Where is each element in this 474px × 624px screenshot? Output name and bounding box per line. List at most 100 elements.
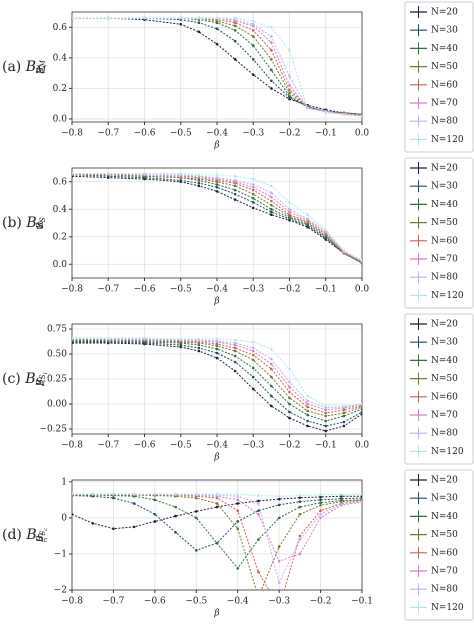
data-point (72, 492, 74, 496)
data-point (251, 22, 255, 26)
series-line (72, 341, 362, 427)
plot-frame (71, 11, 363, 123)
x-tick-label: −0.4 (227, 597, 249, 607)
data-point (215, 16, 219, 20)
subscript: S (39, 530, 47, 535)
data-point (360, 412, 362, 416)
legend-label: N=60 (431, 236, 458, 246)
data-point (215, 347, 219, 351)
x-tick-label: −0.2 (310, 597, 332, 607)
data-point (270, 394, 273, 398)
data-point (257, 570, 260, 574)
data-point (132, 525, 136, 529)
symbol: B (36, 222, 46, 230)
data-point (288, 410, 291, 414)
subsubscript: c (44, 536, 48, 544)
data-point (233, 39, 237, 43)
data-point (306, 405, 309, 409)
data-point (277, 503, 281, 507)
data-point (233, 338, 237, 342)
x-tick-label: −0.6 (144, 597, 166, 607)
data-point (251, 206, 255, 210)
subsubscript: I (41, 380, 45, 388)
data-point (270, 404, 273, 408)
data-point (251, 366, 255, 370)
series-line (72, 175, 362, 264)
data-point (270, 195, 273, 199)
data-point (197, 343, 201, 347)
data-point (306, 413, 309, 417)
data-point (112, 492, 115, 496)
data-point (233, 369, 237, 373)
data-point (233, 192, 237, 196)
data-point (236, 527, 240, 530)
data-point (179, 16, 183, 20)
legend-label: N=120 (431, 291, 464, 301)
legend-label: N=30 (431, 26, 458, 36)
data-point (324, 228, 328, 232)
data-point (277, 545, 281, 549)
data-point (236, 494, 240, 498)
data-point (197, 349, 201, 353)
subscript: S (37, 533, 44, 544)
series-line (72, 342, 362, 432)
series-line (72, 17, 362, 117)
legend-label: N=60 (431, 80, 458, 90)
data-point (194, 510, 198, 513)
data-point (215, 42, 219, 46)
x-tick-label: −0.5 (170, 441, 192, 451)
data-point (179, 22, 183, 26)
data-point (251, 35, 255, 38)
series-line (72, 494, 362, 590)
data-point (197, 16, 201, 20)
legend-label: N=70 (431, 567, 458, 577)
data-point (270, 367, 273, 371)
x-tick-label: −0.3 (268, 597, 290, 607)
data-point (306, 217, 309, 221)
x-tick-label: −0.7 (102, 597, 124, 607)
data-point (339, 500, 343, 503)
x-tick-label: −0.1 (351, 597, 373, 607)
panel-letter: (b) (2, 215, 22, 231)
data-point (288, 385, 291, 389)
series-line (72, 340, 362, 422)
legend-label: N=120 (431, 135, 464, 145)
series-line (72, 493, 362, 590)
subscript: S (39, 374, 47, 379)
data-point (215, 173, 219, 177)
data-point (233, 346, 237, 350)
legend-box (404, 469, 474, 621)
data-point (153, 520, 157, 523)
series-line (72, 173, 362, 262)
data-point (257, 499, 260, 503)
y-tick-label: 0.2 (53, 232, 67, 242)
series-line (72, 339, 362, 417)
data-point (288, 94, 291, 98)
x-tick-label: −0.7 (97, 129, 119, 139)
legend-label: N=30 (431, 338, 458, 348)
data-point (324, 406, 328, 410)
data-point (72, 512, 74, 516)
x-tick-label: −0.1 (315, 129, 337, 139)
y-tick-label: 0.75 (47, 325, 67, 335)
symbol: B (36, 535, 46, 543)
data-point (215, 351, 219, 355)
data-point (288, 74, 291, 78)
data-point (298, 505, 302, 509)
data-point (251, 188, 255, 192)
data-point (277, 516, 281, 520)
data-point (251, 346, 255, 350)
data-point (215, 492, 219, 496)
data-point (179, 172, 183, 175)
legend-box (404, 157, 474, 309)
data-point (270, 79, 273, 83)
x-tick-label: −0.3 (242, 129, 264, 139)
data-point (236, 520, 240, 523)
data-point (233, 16, 237, 20)
data-point (270, 48, 273, 52)
data-point (288, 402, 291, 406)
x-tick-label: −0.5 (185, 597, 207, 607)
data-point (215, 183, 219, 186)
y-tick-label: 0.50 (47, 350, 67, 360)
x-tick-label: 0.0 (355, 129, 370, 139)
